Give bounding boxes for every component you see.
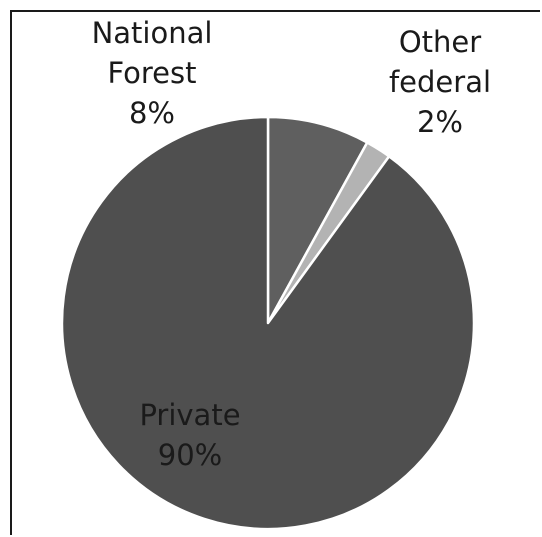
slice-label-national-forest: National Forest 8% xyxy=(92,16,213,130)
slice-label-private: Private 90% xyxy=(139,398,240,472)
pie-slice-private xyxy=(60,115,476,531)
pie-slice-national-forest xyxy=(266,115,369,325)
slice-value-label: 2% xyxy=(417,105,463,139)
slice-name-line: Forest xyxy=(108,56,197,90)
slices-layer xyxy=(60,115,476,531)
slice-name-line: Private xyxy=(139,398,240,432)
slice-name-line: federal xyxy=(389,65,491,99)
slice-label-other-federal: Other federal 2% xyxy=(389,25,491,139)
slice-name-line: Other xyxy=(399,25,481,59)
labels-layer: National Forest 8% Other federal 2% Private 90% xyxy=(92,16,491,472)
slice-value-label: 8% xyxy=(129,96,175,130)
slice-value-label: 90% xyxy=(158,438,222,472)
slice-name-line: National xyxy=(92,16,213,50)
